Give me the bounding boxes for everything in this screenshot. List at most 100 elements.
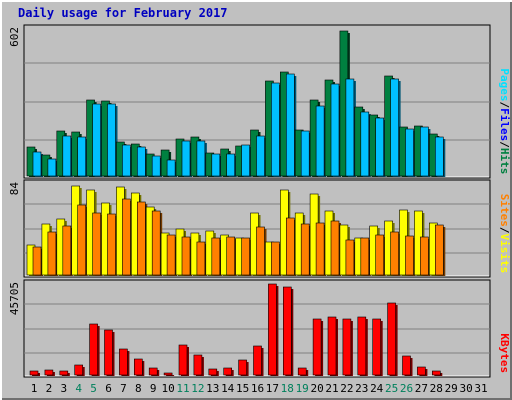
bar-files-day-15: [241, 144, 250, 177]
legend-bottom: KBytes: [498, 333, 511, 373]
bar-files-day-8: [137, 146, 146, 177]
legend-top: Pages/Files/Hits: [498, 68, 511, 174]
bar-sites-day-9: [151, 210, 161, 276]
bar-kbytes-day-18: [282, 286, 292, 376]
bar-files-day-28: [434, 136, 444, 177]
x-tick-label: 2: [46, 382, 53, 395]
x-tick-label: 5: [90, 382, 97, 395]
bar-kbytes-day-13: [208, 368, 218, 376]
x-tick-label: 14: [221, 382, 235, 395]
bar-files-day-24: [375, 117, 385, 177]
bar-sites-day-7: [122, 198, 131, 276]
bar-kbytes-day-16: [253, 345, 262, 376]
bar-shadow: [166, 375, 175, 376]
bar-kbytes-day-10: [163, 372, 173, 376]
bar-kbytes-day-4: [74, 364, 83, 376]
bar-files-day-1: [32, 151, 42, 177]
bar-files-day-13: [211, 153, 221, 177]
bar-sites-day-5: [92, 212, 101, 276]
bar-files-day-4: [77, 136, 86, 177]
bar-kbytes-day-14: [223, 367, 232, 376]
bar-kbytes-day-20: [312, 318, 322, 376]
x-tick-label: 1: [31, 382, 38, 395]
bar-files-day-6: [107, 103, 116, 177]
bar-sites-day-23: [360, 237, 370, 276]
bar-sites-day-27: [420, 236, 429, 276]
x-tick-label: 15: [236, 382, 249, 395]
bar-files-day-26: [405, 128, 414, 177]
max-label-middle: 84: [8, 182, 21, 196]
bar-files-day-12: [196, 140, 206, 177]
legend-entry: /: [498, 141, 511, 148]
bar-sites-day-1: [32, 246, 42, 276]
x-tick-label: 13: [206, 382, 219, 395]
bar-sites-day-24: [375, 234, 385, 276]
bar-sites-day-18: [285, 217, 295, 276]
legend-entry: Pages: [498, 68, 511, 101]
bar-sites-day-2: [47, 231, 57, 276]
x-tick-label: 3: [60, 382, 67, 395]
x-tick-label: 22: [340, 382, 353, 395]
chart-title: Daily usage for February 2017: [18, 6, 228, 20]
bar-kbytes-day-8: [134, 358, 143, 376]
x-tick-label: 16: [251, 382, 264, 395]
bar-files-day-27: [420, 126, 429, 177]
bar-sites-day-3: [62, 225, 72, 276]
bar-kbytes-day-3: [59, 370, 69, 376]
bar-sites-day-21: [330, 220, 340, 276]
bar-kbytes-day-7: [119, 348, 128, 376]
bar-files-day-17: [271, 82, 280, 177]
bar-kbytes-day-9: [148, 367, 158, 376]
bar-kbytes-day-1: [29, 370, 39, 376]
legend-entry: /: [498, 102, 511, 109]
bar-kbytes-day-2: [44, 369, 54, 376]
legend-entry: Files: [498, 108, 511, 141]
bar-sites-day-20: [315, 222, 325, 276]
bar-kbytes-day-28: [431, 370, 441, 376]
x-tick-label: 30: [459, 382, 472, 395]
legend-entry: KBytes: [498, 333, 511, 373]
bar-files-day-21: [330, 83, 340, 177]
bar-kbytes-day-21: [327, 316, 337, 376]
bar-sites-day-22: [345, 239, 355, 276]
bar-kbytes-day-5: [89, 323, 98, 376]
bar-files-day-22: [345, 78, 355, 177]
bar-files-day-18: [285, 73, 295, 177]
bar-files-day-2: [47, 158, 57, 177]
bar-files-day-19: [300, 130, 310, 177]
legend-middle: Sites/Visits: [498, 194, 511, 273]
bar-files-day-9: [151, 155, 161, 177]
x-tick-label: 20: [310, 382, 323, 395]
legend-entry: Visits: [498, 234, 511, 274]
bar-kbytes-day-25: [387, 302, 396, 376]
bar-sites-day-16: [256, 226, 265, 276]
x-tick-label: 28: [430, 382, 443, 395]
bar-sites-day-14: [226, 236, 235, 276]
x-tick-label: 21: [325, 382, 338, 395]
bar-kbytes-day-15: [238, 359, 247, 376]
bar-sites-day-4: [77, 204, 86, 276]
bar-sites-day-11: [181, 236, 191, 276]
bar-files-day-11: [181, 140, 191, 177]
bar-sites-day-6: [107, 213, 116, 276]
bar-files-day-10: [166, 159, 176, 177]
x-tick-label: 19: [296, 382, 309, 395]
bar-kbytes-day-6: [104, 329, 113, 376]
bar-files-day-23: [360, 111, 370, 177]
bar-kbytes-day-23: [357, 316, 367, 376]
legend-entry: Hits: [498, 148, 511, 175]
bar-sites-day-19: [300, 223, 310, 276]
bar-sites-day-28: [434, 224, 444, 276]
x-tick-label: 4: [75, 382, 82, 395]
x-tick-label: 23: [355, 382, 368, 395]
bar-sites-day-25: [390, 231, 399, 276]
bar-sites-day-17: [271, 241, 280, 276]
bar-kbytes-day-11: [178, 344, 188, 376]
legend-entry: Sites: [498, 194, 511, 227]
x-tick-label: 10: [161, 382, 174, 395]
bar-sites-day-26: [405, 235, 414, 276]
bar-sites-day-10: [166, 234, 176, 276]
bar-kbytes-day-17: [268, 283, 277, 376]
bar-files-day-16: [256, 135, 265, 177]
